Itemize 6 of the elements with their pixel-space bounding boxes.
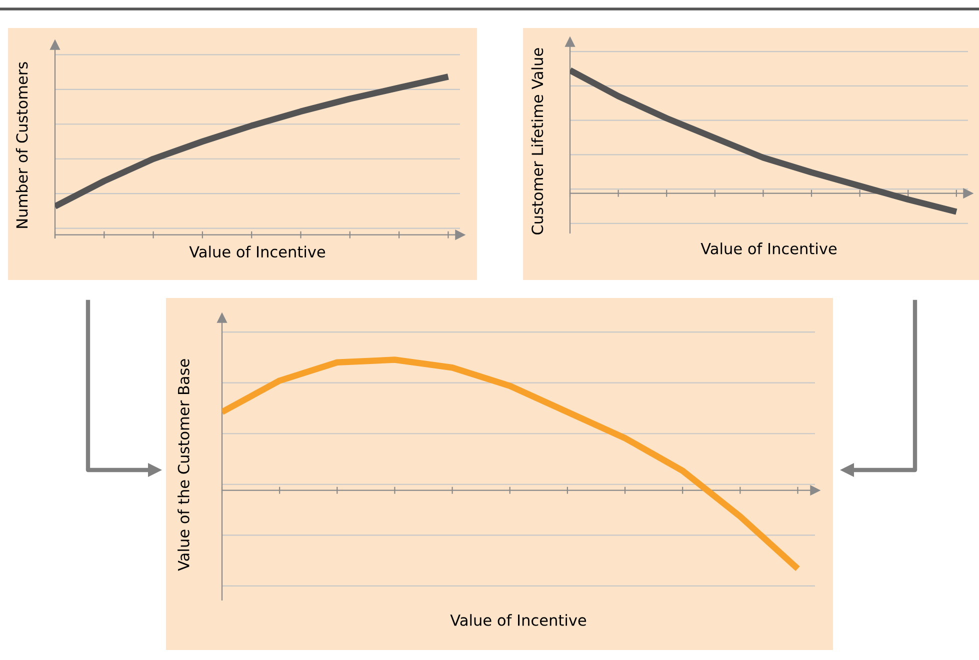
x-axis-title: Value of Incentive — [700, 242, 837, 254]
y-axis-title: Customer Lifetime Value — [531, 48, 544, 234]
x-axis-title: Value of Incentive — [189, 246, 326, 258]
x-axis-title: Value of Incentive — [450, 614, 586, 626]
y-axis-title: Number of Customers — [16, 62, 28, 228]
y-axis-title: Value of the Customer Base — [178, 359, 190, 571]
